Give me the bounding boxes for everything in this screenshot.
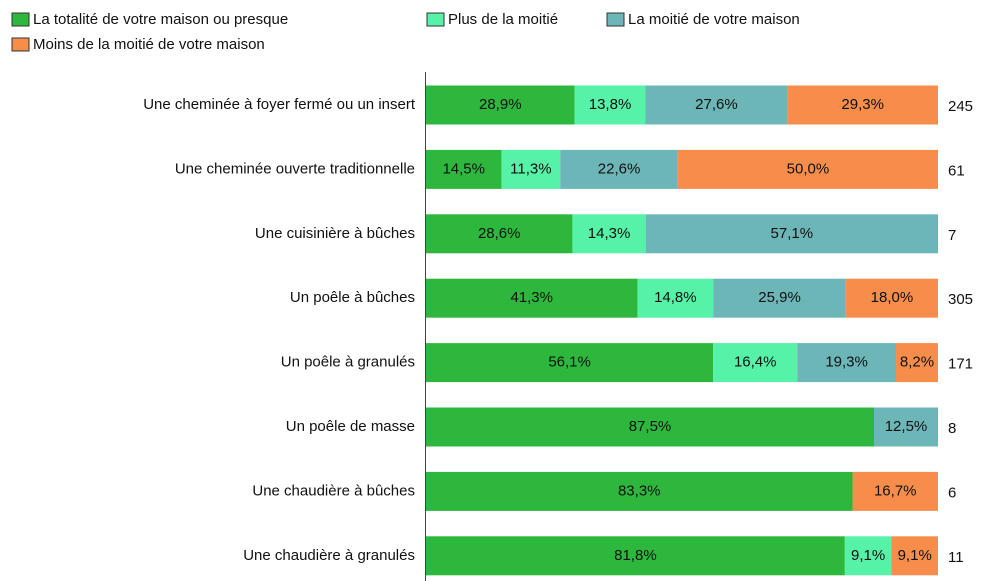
value-label: 14,5% — [442, 160, 485, 177]
bar-segment — [426, 536, 845, 576]
value-label: 81,8% — [614, 547, 657, 564]
bar-segment — [844, 536, 892, 576]
legend-swatch — [606, 12, 625, 27]
value-label: 87,5% — [629, 418, 672, 435]
legend-label: La moitié de votre maison — [628, 11, 800, 28]
bar-segment — [426, 85, 575, 125]
legend-label: Moins de la moitié de votre maison — [33, 36, 265, 53]
bar-segment — [637, 278, 714, 318]
category-label: Un poêle à bûches — [290, 289, 415, 306]
category-label: Une cuisinière à bûches — [255, 225, 415, 242]
bar-segment — [677, 149, 938, 189]
value-label: 9,1% — [851, 547, 885, 564]
bar-segment — [501, 149, 561, 189]
legend-label: Plus de la moitié — [448, 11, 558, 28]
value-label: 28,9% — [479, 96, 522, 113]
value-label: 57,1% — [771, 225, 814, 242]
bar-segment — [845, 278, 938, 318]
value-label: 83,3% — [618, 482, 661, 499]
value-label: 22,6% — [598, 160, 641, 177]
value-label: 25,9% — [758, 289, 801, 306]
value-label: 29,3% — [841, 96, 884, 113]
bar-segment — [896, 343, 938, 383]
value-label: 14,3% — [588, 225, 631, 242]
count-label: 11 — [948, 549, 964, 566]
category-label: Une chaudière à bûches — [252, 482, 415, 499]
category-label: Un poêle de masse — [286, 418, 415, 435]
count-label: 7 — [948, 227, 956, 244]
count-label: 8 — [948, 420, 956, 437]
legend-swatch — [426, 12, 445, 27]
count-label: 6 — [948, 484, 956, 501]
value-label: 50,0% — [787, 160, 830, 177]
value-label: 8,2% — [900, 354, 934, 371]
count-label: 305 — [948, 291, 973, 308]
bar-segment — [426, 343, 714, 383]
bar-segment — [574, 85, 646, 125]
bar-segment — [713, 278, 846, 318]
bar-segment — [426, 149, 502, 189]
legend-swatch — [11, 12, 30, 27]
category-label: Une chaudière à granulés — [243, 547, 415, 564]
value-label: 9,1% — [898, 547, 932, 564]
value-label: 41,3% — [510, 289, 553, 306]
bar-segment — [645, 214, 938, 254]
bar-segment — [787, 85, 938, 125]
bar-segment — [426, 471, 853, 511]
value-label: 11,3% — [510, 160, 551, 177]
value-label: 12,5% — [885, 418, 928, 435]
bar-segment — [713, 343, 798, 383]
value-label: 19,3% — [825, 354, 868, 371]
legend-label: La totalité de votre maison ou presque — [33, 11, 288, 28]
category-label: Une cheminée ouverte traditionnelle — [175, 160, 415, 177]
bar-segment — [426, 214, 573, 254]
bar-segment — [797, 343, 897, 383]
bar-segment — [874, 407, 938, 447]
value-label: 56,1% — [548, 354, 591, 371]
bar-segment — [560, 149, 678, 189]
category-label: Une cheminée à foyer fermé ou un insert — [143, 96, 416, 113]
bar-segment — [572, 214, 646, 254]
legend-swatch — [11, 37, 30, 52]
bar-segment — [891, 536, 938, 576]
bar-segment — [426, 278, 638, 318]
value-label: 14,8% — [654, 289, 697, 306]
count-label: 171 — [948, 356, 973, 373]
value-label: 18,0% — [871, 289, 914, 306]
bar-segment — [852, 471, 938, 511]
value-label: 27,6% — [695, 96, 738, 113]
count-label: 61 — [948, 162, 965, 179]
value-label: 16,7% — [874, 482, 917, 499]
value-label: 13,8% — [589, 96, 632, 113]
count-label: 245 — [948, 98, 973, 115]
bar-segment — [645, 85, 788, 125]
category-label: Un poêle à granulés — [281, 354, 415, 371]
bar-segment — [426, 407, 874, 447]
value-label: 28,6% — [478, 225, 521, 242]
value-label: 16,4% — [734, 354, 777, 371]
